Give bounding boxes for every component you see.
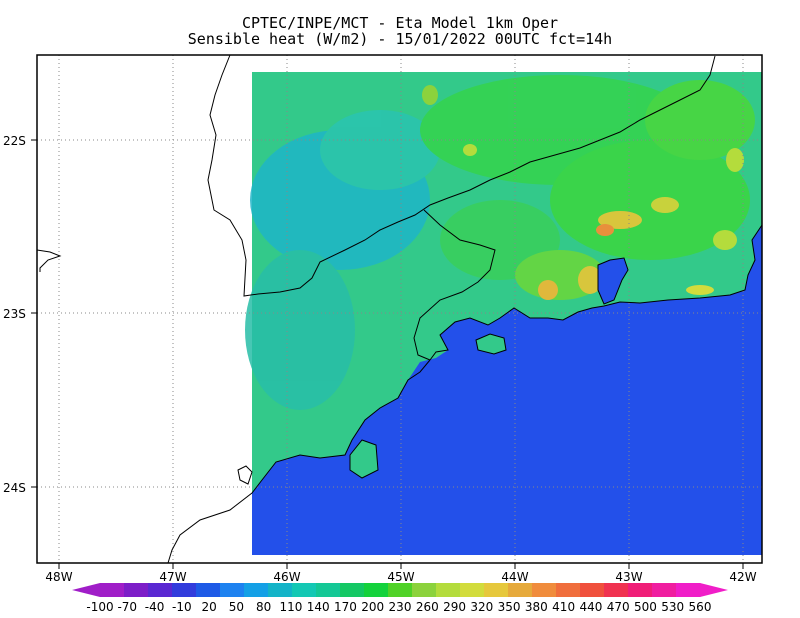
guanabara-bay <box>598 258 628 304</box>
hot-spots <box>422 85 744 300</box>
colorbar-swatch <box>580 583 605 597</box>
colorbar-swatch <box>244 583 269 597</box>
colorbar-swatch <box>388 583 413 597</box>
colorbar-swatch <box>292 583 317 597</box>
boundaries <box>36 54 763 564</box>
lon-label: 42W <box>729 570 756 584</box>
colorbar-label: 110 <box>279 600 302 614</box>
lat-label: 22S <box>3 134 26 148</box>
colorbar-swatch <box>196 583 221 597</box>
colorbar-label: 350 <box>498 600 521 614</box>
colorbar-swatch <box>100 583 125 597</box>
lon-label: 47W <box>159 570 186 584</box>
colorbar-label: 20 <box>201 600 216 614</box>
lat-label: 23S <box>3 307 26 321</box>
colorbar-swatch <box>436 583 461 597</box>
lon-label: 44W <box>501 570 528 584</box>
colorbar-label: 380 <box>525 600 548 614</box>
island <box>476 334 506 354</box>
colorbar-label: -70 <box>117 600 137 614</box>
colorbar-label: 290 <box>443 600 466 614</box>
colorbar-label: 500 <box>634 600 657 614</box>
colorbar-swatch <box>340 583 365 597</box>
map-title-line1: CPTEC/INPE/MCT - Eta Model 1km Oper <box>241 14 559 32</box>
colorbar-swatch <box>268 583 293 597</box>
colorbar-swatch <box>508 583 533 597</box>
colorbar <box>72 583 728 597</box>
colorbar-arrow-right <box>700 583 728 597</box>
longitude-axis: 48W 47W 46W 45W 44W 43W 42W <box>45 563 757 584</box>
colorbar-swatch <box>124 583 149 597</box>
colorbar-swatch <box>172 583 197 597</box>
lon-label: 46W <box>273 570 300 584</box>
gridlines <box>37 55 762 563</box>
colorbar-label: -10 <box>172 600 192 614</box>
colorbar-label: 50 <box>229 600 244 614</box>
colorbar-swatch <box>484 583 509 597</box>
land-variation <box>245 75 755 410</box>
lon-label: 45W <box>387 570 414 584</box>
map-title-line2: Sensible heat (W/m2) - 15/01/2022 00UTC … <box>187 30 613 48</box>
latitude-axis: 22S 23S 24S <box>3 134 37 495</box>
colorbar-swatch <box>412 583 437 597</box>
colorbar-swatch <box>460 583 485 597</box>
colorbar-label: 560 <box>689 600 712 614</box>
colorbar-label: 440 <box>579 600 602 614</box>
map-border <box>36 54 763 564</box>
colorbar-swatch <box>148 583 173 597</box>
colorbar-swatch <box>676 583 701 597</box>
colorbar-label: 470 <box>607 600 630 614</box>
ocean <box>252 225 762 555</box>
colorbar-swatch <box>220 583 245 597</box>
colorbar-swatch <box>628 583 653 597</box>
colorbar-swatch <box>364 583 389 597</box>
colorbar-label: 410 <box>552 600 575 614</box>
colorbar-label: -100 <box>86 600 113 614</box>
colorbar-swatch <box>652 583 677 597</box>
colorbar-swatch <box>316 583 341 597</box>
lat-label: 24S <box>3 481 26 495</box>
colorbar-label: 230 <box>389 600 412 614</box>
colorbar-swatch <box>556 583 581 597</box>
lon-label: 43W <box>615 570 642 584</box>
colorbar-label: 260 <box>416 600 439 614</box>
colorbar-label: 80 <box>256 600 271 614</box>
lon-label: 48W <box>45 570 72 584</box>
colorbar-swatch <box>604 583 629 597</box>
colorbar-label: 140 <box>307 600 330 614</box>
colorbar-label: 200 <box>361 600 384 614</box>
colorbar-label: 530 <box>661 600 684 614</box>
island-2 <box>350 440 378 478</box>
colorbar-label: 320 <box>470 600 493 614</box>
colorbar-label: -40 <box>145 600 165 614</box>
colorbar-arrow-left <box>72 583 100 597</box>
colorbar-swatch <box>532 583 557 597</box>
colorbar-labels: -100 -70 -40 -10 20 50 80 110 140 170 200 230 260 290… <box>86 600 711 614</box>
colorbar-label: 170 <box>334 600 357 614</box>
